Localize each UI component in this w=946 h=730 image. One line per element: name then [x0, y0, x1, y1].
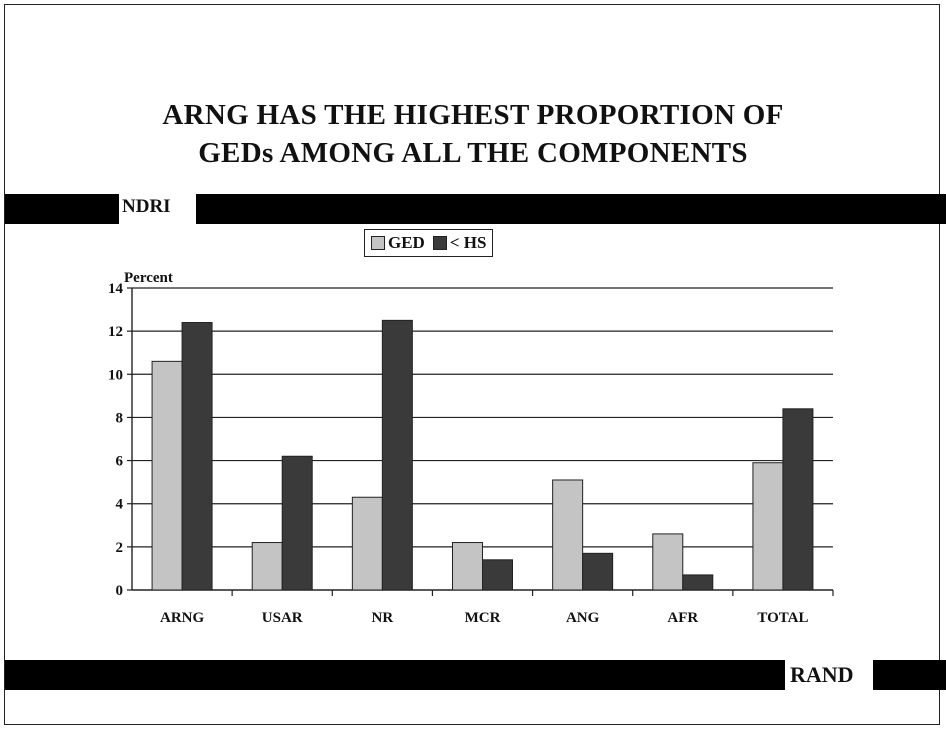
- x-tick-label: TOTAL: [757, 610, 808, 626]
- y-tick-label: 0: [116, 583, 124, 599]
- y-tick-label: 8: [116, 410, 124, 426]
- bar-hs-usar: [281, 455, 313, 591]
- header-label: NDRI: [122, 196, 171, 217]
- x-tick-label: ARNG: [160, 610, 204, 626]
- bar-ged-mcr: [452, 542, 483, 591]
- y-tick-label: 4: [116, 497, 124, 513]
- title-line-1: ARNG HAS THE HIGHEST PROPORTION OF: [162, 99, 784, 131]
- bar-hs-arng: [181, 322, 213, 591]
- footer-band-right: [873, 660, 946, 690]
- x-tick-label: USAR: [262, 610, 303, 626]
- chart-legend: GED < HS: [364, 229, 494, 257]
- y-axis-label: Percent: [124, 270, 173, 286]
- footer-label: RAND: [790, 662, 854, 687]
- header-band-right: [196, 194, 946, 224]
- x-tick-label: MCR: [465, 610, 501, 626]
- slide-frame: [4, 4, 940, 725]
- bar-hs-nr: [381, 319, 413, 591]
- bar-hs-afr: [682, 574, 714, 591]
- bar-ged-total: [752, 462, 784, 591]
- y-tick-label: 12: [108, 324, 123, 340]
- slide-title: ARNG HAS THE HIGHEST PROPORTION OF GEDs …: [40, 96, 906, 172]
- x-tick-label: AFR: [667, 610, 698, 626]
- bar-ged-usar: [251, 542, 283, 591]
- bar-hs-total: [782, 408, 814, 591]
- title-line-2: GEDs AMONG ALL THE COMPONENTS: [198, 137, 748, 169]
- bar-hs-mcr: [482, 559, 513, 591]
- bar-ged-ang: [552, 479, 584, 591]
- x-tick-label: ANG: [566, 610, 600, 626]
- legend-item-hs: < HS: [432, 233, 487, 253]
- footer-band-left: [5, 660, 785, 690]
- x-tick-label: NR: [372, 610, 394, 626]
- legend-item-ged: GED: [371, 233, 425, 253]
- bar-ged-arng: [151, 360, 183, 591]
- legend-label-ged: GED: [388, 233, 425, 252]
- header-band-left: [5, 194, 119, 224]
- y-tick-label: 14: [108, 281, 124, 297]
- bar-ged-afr: [652, 533, 684, 591]
- y-tick-label: 6: [116, 454, 124, 470]
- y-tick-label: 10: [108, 367, 123, 383]
- bar-ged-nr: [351, 496, 383, 591]
- legend-swatch-hs: [432, 236, 447, 250]
- legend-label-hs: < HS: [449, 233, 487, 252]
- bar-hs-ang: [582, 552, 614, 591]
- y-tick-label: 2: [116, 540, 124, 556]
- legend-swatch-ged: [371, 236, 385, 250]
